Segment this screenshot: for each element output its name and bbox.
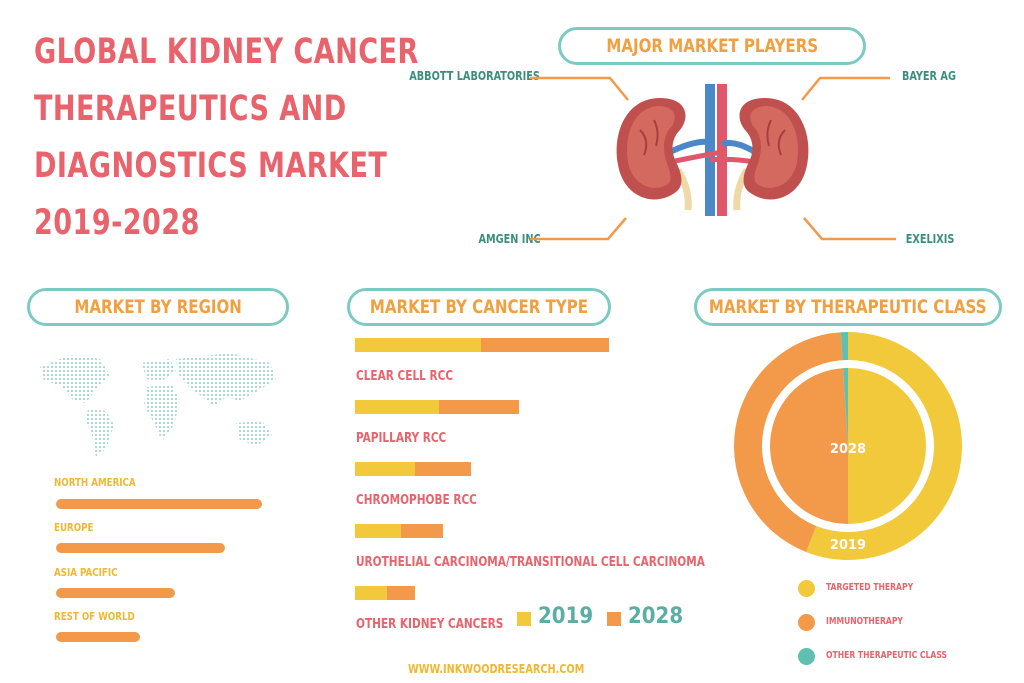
page-title: GLOBAL KIDNEY CANCER THERAPEUTICS AND DI… xyxy=(34,24,419,252)
bar-segment-2028 xyxy=(439,400,519,414)
title-line: 2019-2028 xyxy=(34,203,200,243)
player-amgen: AMGEN INC xyxy=(478,232,541,246)
bar-segment-2019 xyxy=(355,338,481,352)
donut-inner-pie xyxy=(770,368,926,524)
cancer-type-label: UROTHELIAL CARCINOMA/TRANSITIONAL CELL C… xyxy=(356,555,705,570)
bar-segment-2028 xyxy=(481,338,609,352)
region-label: EUROPE xyxy=(54,521,94,534)
bar-segment-2019 xyxy=(355,524,401,538)
legend-dot-immuno xyxy=(798,614,815,631)
outer-year-label: 2019 xyxy=(830,538,866,553)
legend-immuno: IMMUNOTHERAPY xyxy=(826,616,903,627)
player-abbott: ABBOTT LABORATORIES xyxy=(409,69,540,83)
bar-segment-2028 xyxy=(387,586,415,600)
inner-year-label: 2028 xyxy=(830,442,866,457)
player-bayer: BAYER AG xyxy=(901,69,956,83)
inner-slice xyxy=(848,368,926,524)
title-line: THERAPEUTICS AND xyxy=(34,89,347,129)
cancer-type-heading: MARKET BY CANCER TYPE xyxy=(347,288,611,326)
bar-segment-2028 xyxy=(415,462,471,476)
connector-lines xyxy=(530,76,896,241)
bar-segment-2028 xyxy=(401,524,443,538)
bar-segment-2019 xyxy=(355,586,387,600)
region-heading: MARKET BY REGION xyxy=(27,288,289,326)
players-heading: MAJOR MARKET PLAYERS xyxy=(558,27,866,65)
therapeutic-heading: MARKET BY THERAPEUTIC CLASS xyxy=(694,288,1002,326)
legend-swatch-2019 xyxy=(517,612,531,626)
cancer-type-bar xyxy=(355,462,471,476)
cancer-type-label: PAPILLARY RCC xyxy=(356,431,447,446)
legend-targeted: TARGETED THERAPY xyxy=(826,582,914,593)
bar-segment-2019 xyxy=(355,462,415,476)
inner-slice xyxy=(770,368,848,524)
cancer-type-bar xyxy=(355,400,519,414)
kidney-icon xyxy=(616,84,809,216)
title-line: GLOBAL KIDNEY CANCER xyxy=(34,32,419,72)
inner-slice xyxy=(843,368,848,446)
cancer-type-label: OTHER KIDNEY CANCERS xyxy=(356,617,504,632)
title-line: DIAGNOSTICS MARKET xyxy=(34,146,388,186)
legend-other: OTHER THERAPEUTIC CLASS xyxy=(826,650,947,661)
region-bar xyxy=(56,588,176,598)
legend-label-2019: 2019 xyxy=(538,604,594,629)
legend-dot-other xyxy=(798,648,815,665)
cancer-type-bar xyxy=(355,586,415,600)
region-bar xyxy=(56,499,262,509)
legend-swatch-2028 xyxy=(607,612,621,626)
bar-segment-2019 xyxy=(355,400,439,414)
player-exelixis: EXELIXIS xyxy=(905,232,955,246)
region-label: NORTH AMERICA xyxy=(54,476,136,489)
cancer-type-bar xyxy=(355,524,443,538)
region-label: REST OF WORLD xyxy=(54,610,135,623)
footer-url[interactable]: WWW.INKWOODRESEARCH.COM xyxy=(408,662,585,676)
region-bar xyxy=(56,632,141,642)
therapeutic-donut: 2028 2019 xyxy=(734,332,962,560)
region-bar xyxy=(56,543,225,553)
cancer-type-label: CLEAR CELL RCC xyxy=(356,369,454,384)
region-label: ASIA PACIFIC xyxy=(54,566,118,579)
cancer-type-label: CHROMOPHOBE RCC xyxy=(356,493,477,508)
cancer-type-bar xyxy=(355,338,609,352)
world-map-icon xyxy=(40,353,276,457)
legend-label-2028: 2028 xyxy=(628,604,684,629)
legend-dot-targeted xyxy=(798,580,815,597)
